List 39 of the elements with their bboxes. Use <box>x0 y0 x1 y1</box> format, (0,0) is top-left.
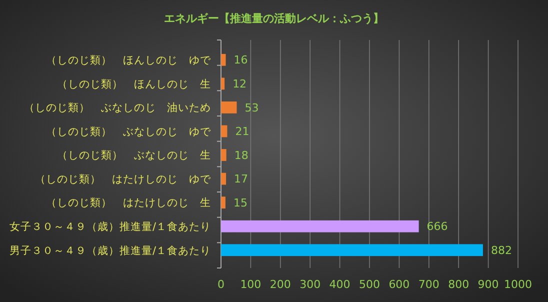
x-tick-label: 1000 <box>504 278 532 291</box>
y-tick-label: （しのじ類） ほんしのじ ゆで <box>46 54 212 67</box>
bar <box>221 102 237 114</box>
x-tick-label: 700 <box>418 278 440 291</box>
bar <box>221 172 226 185</box>
data-label: 882 <box>490 244 512 257</box>
data-label: 53 <box>244 101 259 114</box>
x-tick-label: 800 <box>448 278 470 291</box>
y-tick-label: （しのじ類） ぶなしのじ ゆで <box>46 126 212 138</box>
x-tick-label: 500 <box>359 278 380 291</box>
bar <box>221 196 226 208</box>
y-tick-label: （しのじ類） ぶなしのじ 生 <box>57 148 211 162</box>
y-tick-label: （しのじ類） ぶなしのじ 油いため <box>24 101 211 114</box>
data-label: 666 <box>426 220 448 234</box>
bar <box>221 78 225 90</box>
x-tick-label: 900 <box>478 278 499 291</box>
bar <box>221 220 419 232</box>
x-tick-label: 400 <box>329 278 350 291</box>
bar <box>221 244 483 256</box>
x-tick-label: 100 <box>240 278 262 291</box>
y-tick-label: 女子３０～４９（歳）推進量/１食あたり <box>9 220 211 234</box>
bar <box>221 149 226 161</box>
x-tick-label: 200 <box>270 278 291 291</box>
bar <box>221 125 228 138</box>
chart-title: エネルギー【推進量の活動レベル：ふつう】 <box>164 12 384 25</box>
data-label: 18 <box>234 148 248 162</box>
x-tick-label: 0 <box>218 278 224 291</box>
x-tick-label: 300 <box>300 278 321 291</box>
y-tick-label: （しのじ類） はたけしのじ ゆで <box>35 173 212 186</box>
bar <box>221 54 226 66</box>
x-tick-label: 600 <box>388 278 410 291</box>
y-tick-label: （しのじ類） ほんしのじ 生 <box>57 77 211 90</box>
y-tick-label: （しのじ類） はたけしのじ 生 <box>46 196 211 210</box>
data-label: 12 <box>232 78 247 91</box>
data-label: 16 <box>234 54 248 67</box>
y-tick-label: 男子３０～４９（歳）推進量/１食あたり <box>9 244 211 257</box>
data-label: 17 <box>234 172 248 186</box>
data-label: 15 <box>233 196 248 210</box>
data-label: 21 <box>235 125 250 138</box>
